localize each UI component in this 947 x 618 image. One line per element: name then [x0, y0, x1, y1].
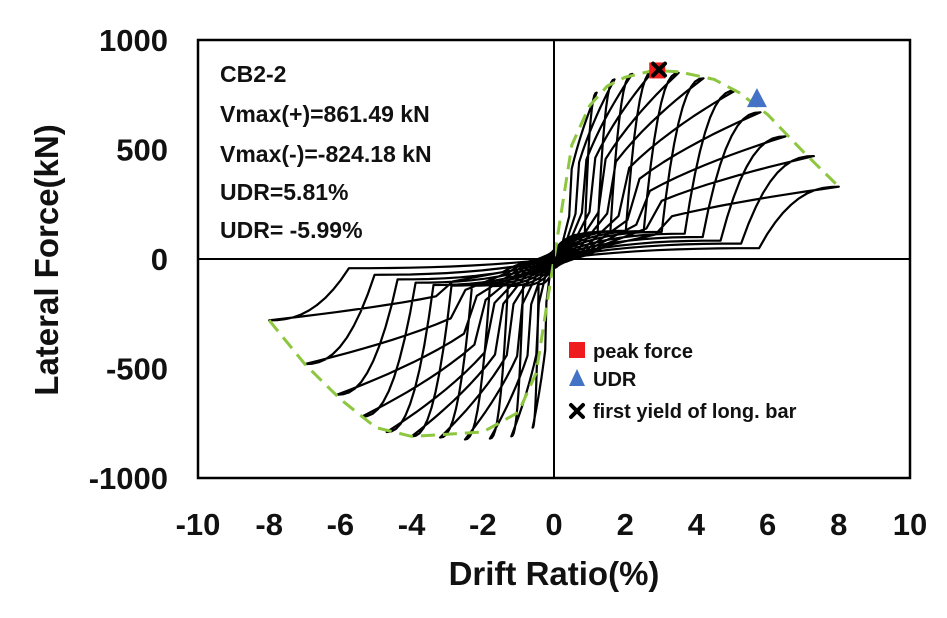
x-tick-label: 10 — [893, 507, 927, 542]
legend-first-yield-marker — [569, 403, 585, 419]
annotation-udr-neg: UDR= -5.99% — [220, 217, 363, 243]
annotation-udr-pos: UDR=5.81% — [220, 179, 348, 205]
x-tick-label: 8 — [830, 507, 847, 542]
first-yield-marker-stroke — [651, 61, 668, 78]
y-tick-label: 500 — [116, 133, 168, 168]
y-tick-label: -500 — [106, 352, 168, 387]
annotation-vmax-neg: Vmax(-)=-824.18 kN — [220, 141, 432, 167]
x-tick-label: -2 — [469, 507, 497, 542]
legend-udr-label: UDR — [593, 369, 637, 391]
x-tick-label: 6 — [759, 507, 776, 542]
y-tick-label: 0 — [151, 242, 168, 277]
tick-labels-group: -10 -8 -6 -4 -2 0 2 4 6 8 10 1000 500 0 -500 -1000 — [89, 23, 928, 542]
x-tick-label: -10 — [176, 507, 221, 542]
legend-peak-force-marker — [569, 342, 585, 358]
udr-marker — [746, 88, 767, 108]
annotation-vmax-pos: Vmax(+)=861.49 kN — [220, 101, 430, 127]
annotation-specimen: CB2-2 — [220, 61, 286, 87]
x-tick-label: -8 — [255, 507, 283, 542]
first-yield-marker — [651, 61, 668, 78]
x-tick-label: -6 — [327, 507, 355, 542]
x-tick-label: 4 — [688, 507, 706, 542]
y-tick-label: -1000 — [89, 461, 168, 496]
y-axis-title: Lateral Force(kN) — [28, 124, 65, 395]
markers-group — [649, 61, 767, 108]
x-axis-title: Drift Ratio(%) — [449, 555, 660, 592]
envelope-curve — [268, 68, 840, 438]
x-tick-label: -4 — [398, 507, 426, 542]
y-tick-label: 1000 — [99, 23, 168, 58]
x-tick-label: 0 — [545, 507, 562, 542]
legend-peak-force-label: peak force — [593, 341, 693, 363]
legend: peak force UDR first yield of long. bar — [569, 341, 797, 423]
x-tick-label: 2 — [617, 507, 634, 542]
legend-udr-marker — [569, 369, 585, 386]
legend-first-yield-label: first yield of long. bar — [593, 401, 797, 423]
axes-group — [196, 38, 912, 480]
